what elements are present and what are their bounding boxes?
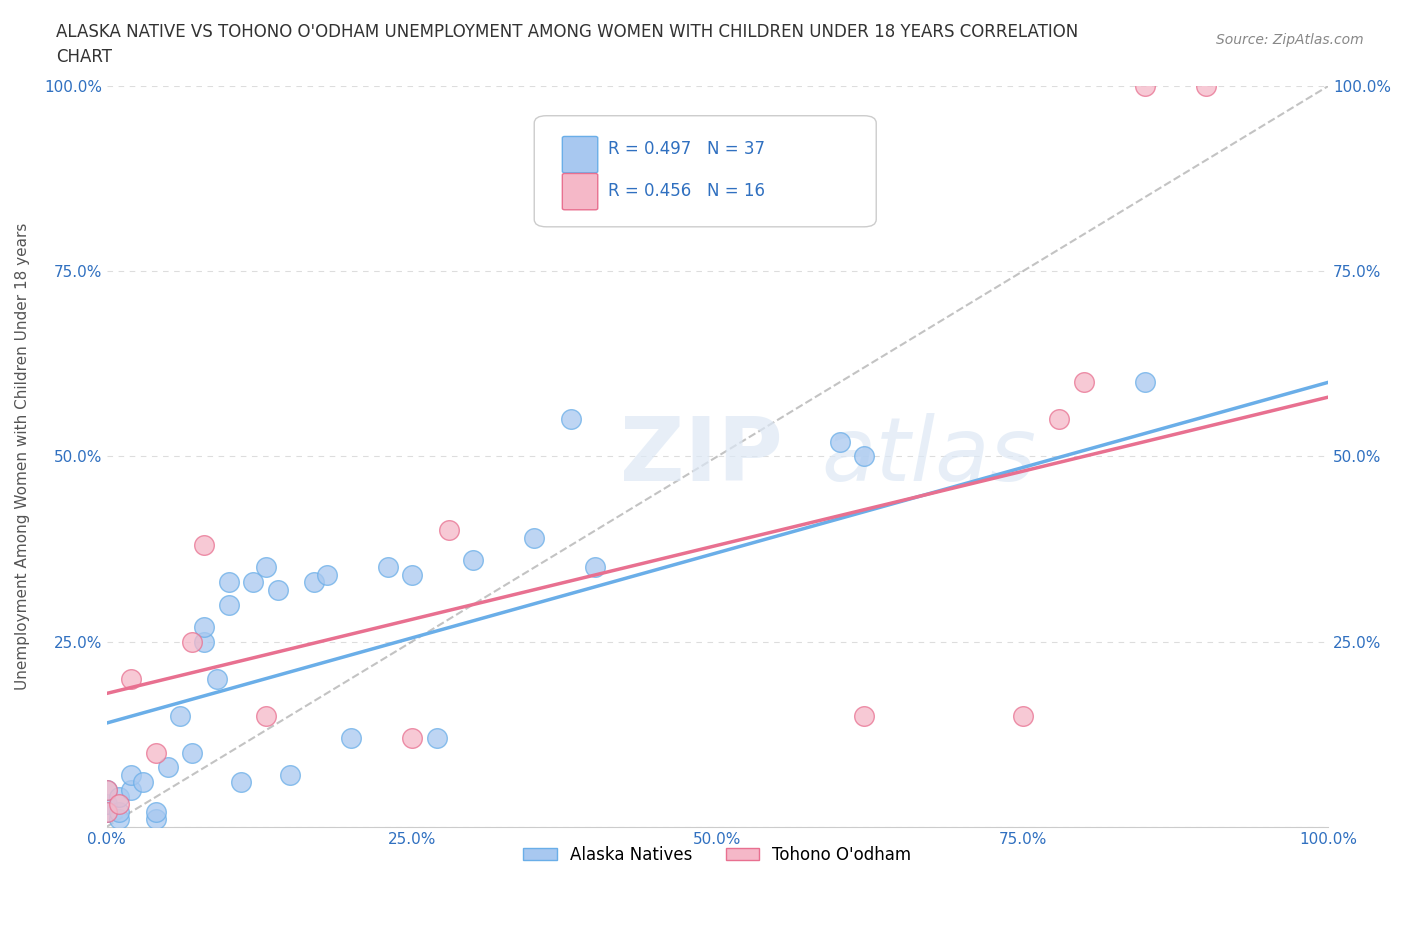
FancyBboxPatch shape	[562, 137, 598, 173]
Point	[1133, 79, 1156, 94]
Point	[145, 804, 167, 819]
Text: R = 0.456   N = 16: R = 0.456 N = 16	[607, 182, 765, 200]
Point	[304, 575, 326, 590]
Point	[96, 804, 118, 819]
Legend: Alaska Natives, Tohono O'odham: Alaska Natives, Tohono O'odham	[516, 839, 918, 870]
Point	[560, 412, 582, 427]
Point	[218, 597, 240, 612]
Point	[108, 804, 131, 819]
Point	[583, 560, 606, 575]
Text: Source: ZipAtlas.com: Source: ZipAtlas.com	[1216, 33, 1364, 46]
Text: CHART: CHART	[56, 48, 112, 66]
Point	[437, 523, 460, 538]
FancyBboxPatch shape	[562, 174, 598, 210]
Point	[96, 797, 118, 812]
Y-axis label: Unemployment Among Women with Children Under 18 years: Unemployment Among Women with Children U…	[15, 222, 30, 690]
Point	[96, 782, 118, 797]
Point	[145, 745, 167, 760]
Point	[169, 708, 191, 723]
Point	[156, 760, 179, 775]
Point	[205, 671, 228, 686]
Point	[96, 804, 118, 819]
FancyBboxPatch shape	[534, 115, 876, 227]
Point	[267, 582, 290, 597]
Point	[340, 730, 363, 745]
Point	[181, 634, 204, 649]
Point	[193, 634, 215, 649]
Text: ZIP: ZIP	[620, 413, 783, 500]
Point	[463, 552, 485, 567]
Point	[120, 767, 142, 782]
Point	[108, 797, 131, 812]
Point	[120, 782, 142, 797]
Point	[193, 619, 215, 634]
Point	[315, 567, 337, 582]
Point	[120, 671, 142, 686]
Point	[254, 560, 277, 575]
Point	[193, 538, 215, 552]
Point	[242, 575, 264, 590]
Text: R = 0.497   N = 37: R = 0.497 N = 37	[607, 140, 765, 158]
Point	[828, 434, 851, 449]
Text: ALASKA NATIVE VS TOHONO O'ODHAM UNEMPLOYMENT AMONG WOMEN WITH CHILDREN UNDER 18 : ALASKA NATIVE VS TOHONO O'ODHAM UNEMPLOY…	[56, 23, 1078, 41]
Point	[401, 567, 423, 582]
Point	[1195, 79, 1218, 94]
Point	[218, 575, 240, 590]
Point	[853, 708, 876, 723]
Point	[108, 812, 131, 827]
Point	[853, 449, 876, 464]
Point	[523, 530, 546, 545]
Point	[181, 745, 204, 760]
Point	[1133, 375, 1156, 390]
Point	[145, 812, 167, 827]
Point	[132, 775, 155, 790]
Point	[1073, 375, 1095, 390]
Text: atlas: atlas	[821, 414, 1036, 499]
Point	[1011, 708, 1033, 723]
Point	[108, 790, 131, 804]
Point	[425, 730, 447, 745]
Point	[278, 767, 301, 782]
Point	[254, 708, 277, 723]
Point	[96, 782, 118, 797]
Point	[229, 775, 252, 790]
Point	[377, 560, 399, 575]
Point	[401, 730, 423, 745]
Point	[1049, 412, 1071, 427]
